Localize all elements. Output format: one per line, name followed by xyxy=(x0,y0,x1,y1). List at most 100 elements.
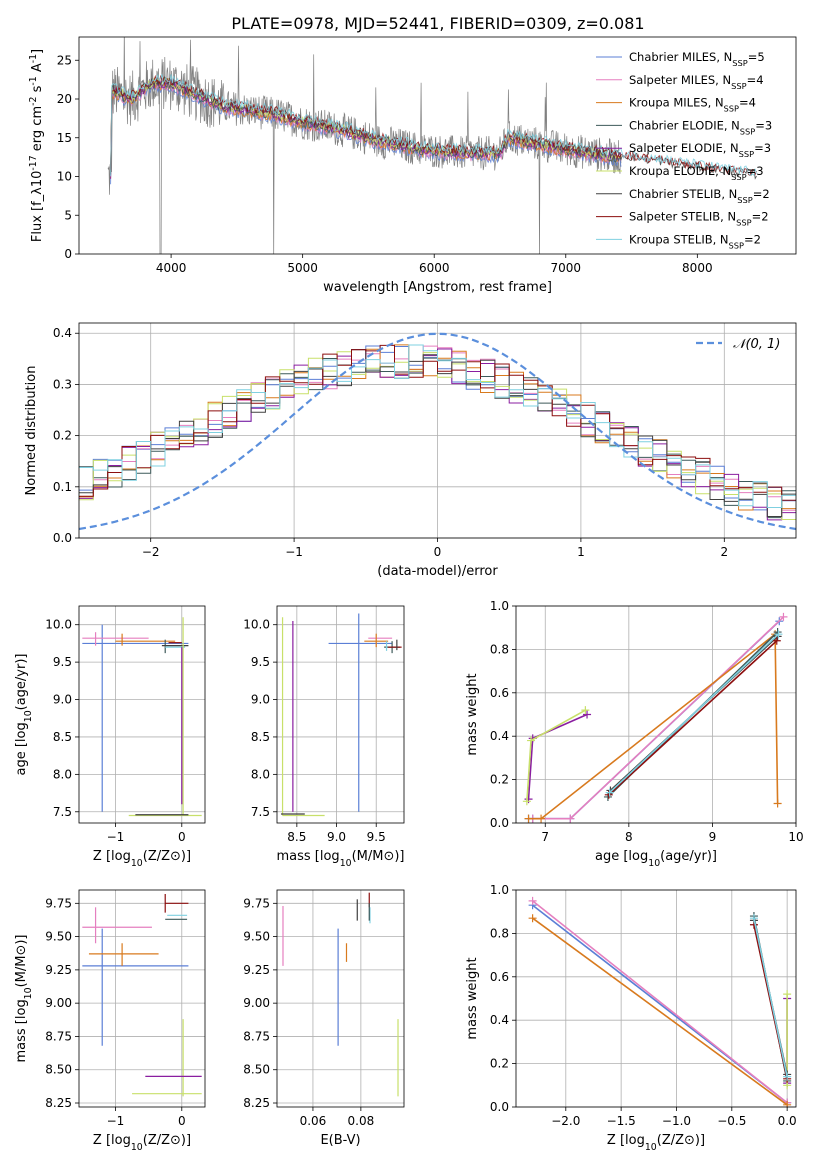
weight-line-kroupa_miles xyxy=(528,632,779,820)
y-tick-label: 8.25 xyxy=(243,1096,270,1110)
x-tick-label: −1 xyxy=(285,545,303,559)
y-tick-label: 8.75 xyxy=(45,1029,72,1043)
y-tick-label: 0.3 xyxy=(53,377,72,391)
y-tick-label: 8.50 xyxy=(243,1063,270,1077)
y-tick-label: 0.0 xyxy=(490,816,509,830)
y-tick-label: 9.0 xyxy=(251,693,270,707)
x-tick-label: −1 xyxy=(107,830,125,844)
x-tick-label: 6000 xyxy=(419,261,450,275)
weight-vs-age-frame xyxy=(515,605,797,824)
spectrum-plot-area xyxy=(107,37,757,254)
y-tick-label: 8.0 xyxy=(53,767,72,781)
x-tick-label: −1 xyxy=(107,1114,125,1128)
mass-vs-Z-xlabel: Z [log10(Z/Z⊙)] xyxy=(93,1133,191,1153)
legend-label-kroupa_miles: Kroupa MILES, NSSP=4 xyxy=(629,96,756,114)
y-tick-label: 8.5 xyxy=(53,730,72,744)
weight-vs-Z-ylabel: mass weight xyxy=(465,957,480,1039)
legend-label-kroupa_elodie: Kroupa ELODIE, NSSP=3 xyxy=(629,164,764,182)
y-tick-label: 0.0 xyxy=(53,531,72,545)
weight-line-salpeter_miles xyxy=(532,900,788,1104)
y-tick-label: 9.5 xyxy=(53,655,72,669)
x-tick-label: −1.0 xyxy=(662,1114,691,1128)
weight-line-kroupa_stelib xyxy=(753,918,788,1077)
weight-point-kroupa_miles xyxy=(773,799,782,808)
x-tick-label: 8.5 xyxy=(287,830,306,844)
y-tick-label: 9.25 xyxy=(45,963,72,977)
y-tick-label: 25 xyxy=(57,53,72,67)
weight-line-kroupa_miles xyxy=(532,917,788,1106)
mass-vs-ebv-axes: 0.06 0.08 8.25 8.50 8.75 9.00 9.25 9.50 9.75 xyxy=(243,890,404,1128)
age-vs-mass-axes: 8.5 9.0 9.5 7.5 8.0 8.5 9.0 9.5 10.0 xyxy=(243,606,404,844)
x-tick-label: 0.06 xyxy=(300,1114,327,1128)
weight-point-salpeter_stelib xyxy=(772,636,781,645)
x-tick-label: −1.5 xyxy=(607,1114,636,1128)
weight-vs-Z-frame xyxy=(515,889,797,1108)
y-tick-label: 20 xyxy=(57,92,72,106)
spectrum-ylabel: Flux [f_λ10-17 erg cm-2 s-1 A-1] xyxy=(28,49,46,242)
y-tick-label: 10 xyxy=(57,170,72,184)
age-vs-mass-plot-area xyxy=(280,613,402,817)
x-tick-label: 7000 xyxy=(550,261,581,275)
y-tick-label: 9.50 xyxy=(45,930,72,944)
weight-point-kroupa_stelib xyxy=(783,1072,792,1081)
y-tick-label: 0.6 xyxy=(490,970,509,984)
y-tick-label: 5 xyxy=(64,208,72,222)
x-tick-label: 0 xyxy=(434,545,442,559)
legend-label-salpeter_miles: Salpeter MILES, NSSP=4 xyxy=(629,73,764,91)
weight-point-kroupa_stelib xyxy=(774,630,783,639)
y-tick-label: 10.0 xyxy=(45,618,72,632)
weight-point-kroupa_miles xyxy=(528,914,537,923)
mass-vs-Z-frame xyxy=(78,889,206,1108)
weight-point-salpeter_miles xyxy=(779,612,788,621)
x-tick-label: 8 xyxy=(625,830,633,844)
y-tick-label: 8.50 xyxy=(45,1063,72,1077)
x-tick-label: 9.0 xyxy=(327,830,346,844)
legend-label-normal: 𝒩(0, 1) xyxy=(733,337,780,352)
mass-vs-Z-ylabel: mass [log10(M/M⊙)] xyxy=(14,934,34,1062)
x-tick-label: 7 xyxy=(541,830,549,844)
weight-point-kroupa_stelib xyxy=(749,914,758,923)
weight-point-kroupa_elodie xyxy=(581,706,590,715)
normal-curve-line xyxy=(79,332,796,531)
y-tick-label: 9.00 xyxy=(243,996,270,1010)
spectrum-legend: Chabrier MILES, NSSP=5 Salpeter MILES, NS… xyxy=(596,50,772,250)
x-tick-label: 2 xyxy=(720,545,728,559)
y-tick-label: 0.8 xyxy=(490,926,509,940)
residuals-xlabel: (data-model)/error xyxy=(377,564,498,579)
x-tick-label: 9 xyxy=(709,830,717,844)
age-vs-Z-axes: −1 0 7.5 8.0 8.5 9.0 9.5 10.0 xyxy=(45,606,205,844)
y-tick-label: 10.0 xyxy=(243,618,270,632)
y-tick-label: 9.5 xyxy=(251,655,270,669)
x-tick-label: 0 xyxy=(178,1114,186,1128)
spectrum-xlabel: wavelength [Angstrom, rest frame] xyxy=(323,280,552,295)
weight-point-kroupa_elodie xyxy=(522,797,531,806)
mass-vs-ebv-frame xyxy=(276,889,405,1108)
weight-point-kroupa_miles xyxy=(783,1100,792,1107)
x-tick-label: 9.5 xyxy=(367,830,386,844)
residuals-frame xyxy=(78,322,797,539)
x-tick-label: −2.0 xyxy=(551,1114,580,1128)
y-tick-label: 0.8 xyxy=(490,642,509,656)
y-tick-label: 9.75 xyxy=(45,896,72,910)
model-line-chabrier_elodie xyxy=(110,80,622,176)
y-tick-label: 0.2 xyxy=(53,429,72,443)
x-tick-label: −2 xyxy=(142,545,160,559)
model-line-chabrier_miles xyxy=(110,84,622,185)
histogram-step-kroupa_stelib xyxy=(79,344,796,508)
weight-line-kroupa_stelib xyxy=(609,633,779,794)
weight-point-salpeter_elodie xyxy=(583,710,592,719)
legend-label-chabrier_elodie: Chabrier ELODIE, NSSP=3 xyxy=(629,118,772,136)
y-tick-label: 0.4 xyxy=(490,1013,509,1027)
age-vs-Z-frame xyxy=(78,605,206,824)
y-tick-label: 0 xyxy=(64,247,72,261)
weight-vs-age-ylabel: mass weight xyxy=(465,673,480,755)
legend-label-salpeter_stelib: Salpeter STELIB, NSSP=2 xyxy=(629,210,769,228)
legend-label-salpeter_elodie: Salpeter ELODIE, NSSP=3 xyxy=(629,141,771,159)
age-vs-Z-plot-area xyxy=(82,617,202,817)
y-tick-label: 0.0 xyxy=(490,1100,509,1114)
y-tick-label: 9.0 xyxy=(53,693,72,707)
spectrum-frame xyxy=(78,36,797,255)
figure-title: PLATE=0978, MJD=52441, FIBERID=0309, z=0… xyxy=(231,14,644,33)
x-tick-label: 0.0 xyxy=(778,1114,797,1128)
weight-vs-Z-xlabel: Z [log10(Z/Z⊙)] xyxy=(607,1133,705,1153)
